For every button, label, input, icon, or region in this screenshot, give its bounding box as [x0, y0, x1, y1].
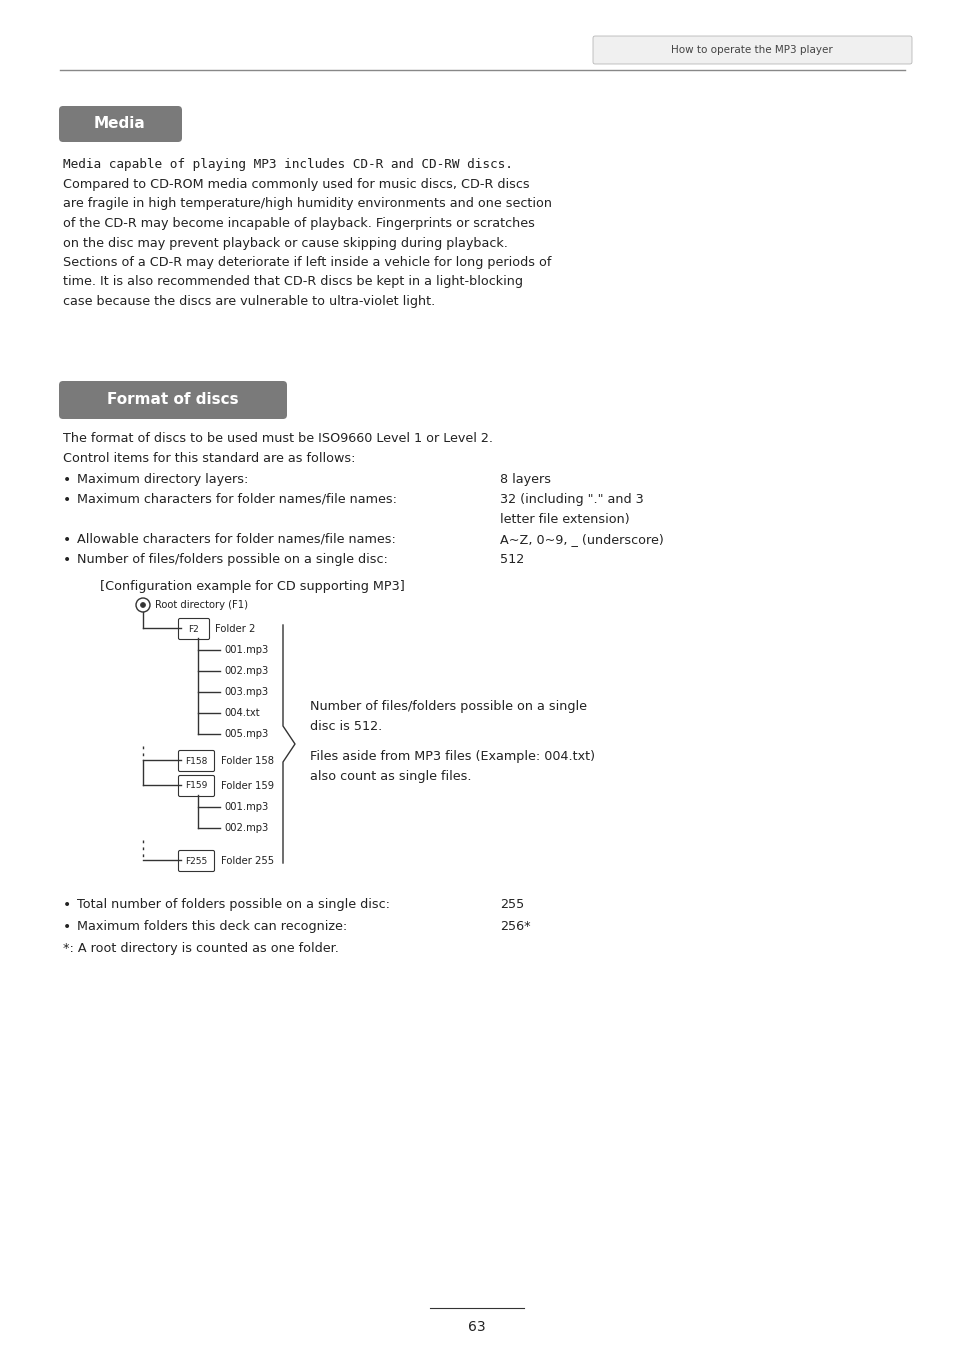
Text: 002.mp3: 002.mp3 — [224, 667, 268, 676]
Text: *: A root directory is counted as one folder.: *: A root directory is counted as one fo… — [63, 942, 338, 955]
Text: •: • — [63, 533, 71, 547]
FancyBboxPatch shape — [178, 618, 210, 640]
FancyBboxPatch shape — [59, 106, 182, 142]
Text: Root directory (F1): Root directory (F1) — [154, 600, 248, 610]
Text: are fragile in high temperature/high humidity environments and one section: are fragile in high temperature/high hum… — [63, 198, 552, 210]
Text: Folder 158: Folder 158 — [221, 756, 274, 766]
Text: Media capable of playing MP3 includes CD-R and CD-RW discs.: Media capable of playing MP3 includes CD… — [63, 159, 513, 171]
FancyBboxPatch shape — [178, 751, 214, 771]
Text: Total number of folders possible on a single disc:: Total number of folders possible on a si… — [77, 898, 390, 911]
Text: 255: 255 — [499, 898, 524, 911]
Text: Maximum folders this deck can recognize:: Maximum folders this deck can recognize: — [77, 920, 347, 934]
Text: 001.mp3: 001.mp3 — [224, 802, 268, 812]
FancyBboxPatch shape — [593, 37, 911, 64]
Text: The format of discs to be used must be ISO9660 Level 1 or Level 2.: The format of discs to be used must be I… — [63, 432, 493, 444]
FancyBboxPatch shape — [178, 851, 214, 871]
Text: F255: F255 — [185, 856, 207, 866]
Text: 8 layers: 8 layers — [499, 473, 551, 486]
Text: Sections of a CD-R may deteriorate if left inside a vehicle for long periods of: Sections of a CD-R may deteriorate if le… — [63, 256, 551, 270]
Text: of the CD-R may become incapable of playback. Fingerprints or scratches: of the CD-R may become incapable of play… — [63, 217, 535, 230]
Text: 63: 63 — [468, 1320, 485, 1335]
Text: Files aside from MP3 files (Example: 004.txt): Files aside from MP3 files (Example: 004… — [310, 751, 595, 763]
Text: A~Z, 0~9, _ (underscore): A~Z, 0~9, _ (underscore) — [499, 533, 663, 546]
Text: •: • — [63, 920, 71, 934]
Text: 005.mp3: 005.mp3 — [224, 729, 268, 738]
Text: Control items for this standard are as follows:: Control items for this standard are as f… — [63, 453, 355, 465]
Text: Allowable characters for folder names/file names:: Allowable characters for folder names/fi… — [77, 533, 395, 546]
Text: •: • — [63, 898, 71, 912]
Text: Number of files/folders possible on a single: Number of files/folders possible on a si… — [310, 701, 586, 713]
Text: 256*: 256* — [499, 920, 530, 934]
Text: 004.txt: 004.txt — [224, 709, 259, 718]
Text: Maximum directory layers:: Maximum directory layers: — [77, 473, 248, 486]
Text: •: • — [63, 473, 71, 486]
Text: Maximum characters for folder names/file names:: Maximum characters for folder names/file… — [77, 493, 396, 505]
Text: [Configuration example for CD supporting MP3]: [Configuration example for CD supporting… — [100, 580, 404, 593]
FancyBboxPatch shape — [59, 381, 287, 419]
Text: 001.mp3: 001.mp3 — [224, 645, 268, 654]
Text: How to operate the MP3 player: How to operate the MP3 player — [670, 45, 832, 56]
Text: Folder 159: Folder 159 — [221, 780, 274, 791]
Text: also count as single files.: also count as single files. — [310, 770, 471, 783]
Text: 32 (including "." and 3: 32 (including "." and 3 — [499, 493, 643, 505]
Text: Folder 2: Folder 2 — [214, 625, 255, 634]
Text: •: • — [63, 493, 71, 507]
FancyBboxPatch shape — [178, 775, 214, 797]
Text: F159: F159 — [185, 782, 207, 790]
Text: Media: Media — [94, 117, 146, 131]
Text: 512: 512 — [499, 553, 524, 566]
Text: case because the discs are vulnerable to ultra-violet light.: case because the discs are vulnerable to… — [63, 295, 435, 308]
Text: Compared to CD-ROM media commonly used for music discs, CD-R discs: Compared to CD-ROM media commonly used f… — [63, 178, 529, 191]
Text: Format of discs: Format of discs — [107, 393, 238, 408]
Text: Folder 255: Folder 255 — [221, 856, 274, 866]
Text: on the disc may prevent playback or cause skipping during playback.: on the disc may prevent playback or caus… — [63, 237, 507, 249]
Text: F158: F158 — [185, 756, 207, 766]
Text: 002.mp3: 002.mp3 — [224, 822, 268, 833]
Text: •: • — [63, 553, 71, 566]
Text: time. It is also recommended that CD-R discs be kept in a light-blocking: time. It is also recommended that CD-R d… — [63, 275, 522, 289]
Text: 003.mp3: 003.mp3 — [224, 687, 268, 696]
Text: Number of files/folders possible on a single disc:: Number of files/folders possible on a si… — [77, 553, 388, 566]
Circle shape — [140, 603, 146, 607]
Text: letter file extension): letter file extension) — [499, 514, 629, 526]
Text: disc is 512.: disc is 512. — [310, 720, 382, 733]
Text: F2: F2 — [189, 625, 199, 634]
